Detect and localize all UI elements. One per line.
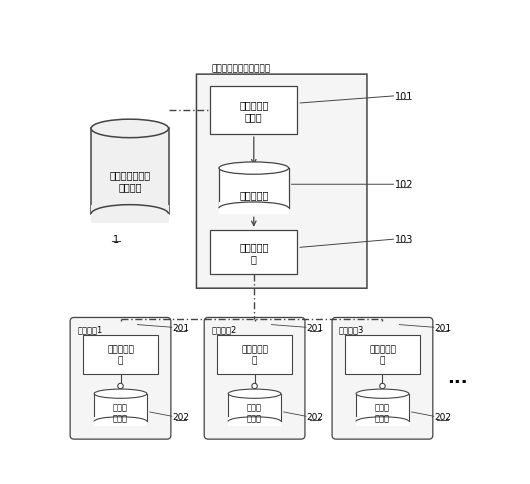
Bar (345, 335, 420, 374)
Bar (91, 129, 169, 214)
Bar (91, 205, 169, 224)
Text: 智能盘点程
序: 智能盘点程 序 (369, 345, 396, 364)
Text: 1: 1 (113, 234, 119, 244)
Text: 202: 202 (306, 412, 323, 422)
Text: 盘点系统3: 盘点系统3 (339, 325, 365, 334)
Text: 盘点系统数据同步服务器: 盘点系统数据同步服务器 (212, 64, 271, 74)
Text: 101: 101 (395, 91, 413, 102)
Bar (210, 230, 297, 275)
Bar (94, 394, 147, 422)
Text: 201: 201 (172, 323, 190, 333)
FancyBboxPatch shape (70, 318, 171, 439)
Ellipse shape (94, 389, 147, 398)
Bar (356, 394, 409, 422)
Text: 智能盘点程
序: 智能盘点程 序 (241, 345, 268, 364)
Text: 102: 102 (395, 180, 413, 190)
Bar (210, 87, 297, 135)
Bar (94, 417, 147, 426)
FancyBboxPatch shape (197, 75, 367, 288)
Text: 103: 103 (395, 234, 413, 244)
Bar (219, 202, 289, 215)
Text: 数据后台服
务程序: 数据后台服 务程序 (239, 100, 269, 122)
Text: 盘点系统1: 盘点系统1 (77, 325, 102, 334)
Text: 中间数据库: 中间数据库 (239, 190, 269, 200)
Text: 201: 201 (306, 323, 324, 333)
Bar (83, 335, 158, 374)
Text: 202: 202 (172, 412, 189, 422)
Text: 201: 201 (435, 323, 452, 333)
Text: 嵌入式
数据库: 嵌入式 数据库 (375, 403, 390, 422)
Circle shape (252, 383, 257, 389)
Ellipse shape (219, 163, 289, 175)
Bar (356, 417, 409, 426)
Bar (219, 169, 289, 209)
FancyBboxPatch shape (332, 318, 433, 439)
FancyBboxPatch shape (204, 318, 305, 439)
Bar (228, 394, 281, 422)
Text: ...: ... (447, 368, 468, 386)
Circle shape (379, 383, 385, 389)
Ellipse shape (356, 389, 409, 398)
Text: 202: 202 (435, 412, 452, 422)
Text: 智能盘点程
序: 智能盘点程 序 (107, 345, 134, 364)
Text: 盘点系统2: 盘点系统2 (211, 325, 236, 334)
Ellipse shape (91, 120, 169, 138)
Ellipse shape (228, 389, 281, 398)
Text: 数据同步服
务: 数据同步服 务 (239, 242, 269, 263)
Bar (217, 335, 292, 374)
Text: 嵌入式
数据库: 嵌入式 数据库 (247, 403, 262, 422)
Circle shape (118, 383, 123, 389)
Text: 嵌入式
数据库: 嵌入式 数据库 (113, 403, 128, 422)
Text: 超市进销存系统
主数据库: 超市进销存系统 主数据库 (109, 170, 151, 192)
Bar (228, 417, 281, 426)
